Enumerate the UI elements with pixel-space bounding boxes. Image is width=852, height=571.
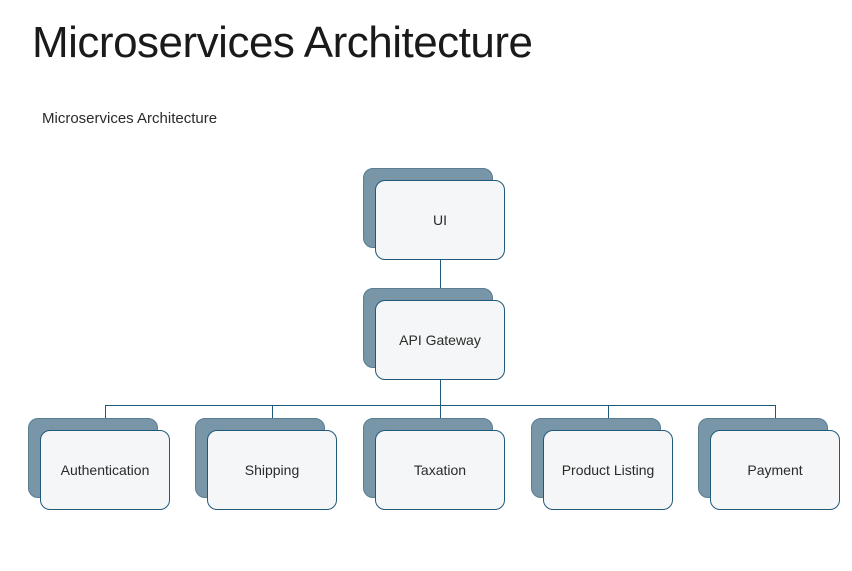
node-label: Product Listing — [543, 430, 673, 510]
node-label: Shipping — [207, 430, 337, 510]
node-label: Authentication — [40, 430, 170, 510]
node-label: Payment — [710, 430, 840, 510]
node-taxation: Taxation — [363, 418, 505, 510]
node-label: API Gateway — [375, 300, 505, 380]
node-payment: Payment — [698, 418, 840, 510]
node-label: Taxation — [375, 430, 505, 510]
node-auth: Authentication — [28, 418, 170, 510]
node-gateway: API Gateway — [363, 288, 505, 380]
connector-line — [440, 380, 441, 405]
node-shipping: Shipping — [195, 418, 337, 510]
node-product: Product Listing — [531, 418, 673, 510]
node-label: UI — [375, 180, 505, 260]
node-ui: UI — [363, 168, 505, 260]
architecture-diagram: UI API Gateway Authentication Shipping Taxat… — [0, 0, 852, 571]
